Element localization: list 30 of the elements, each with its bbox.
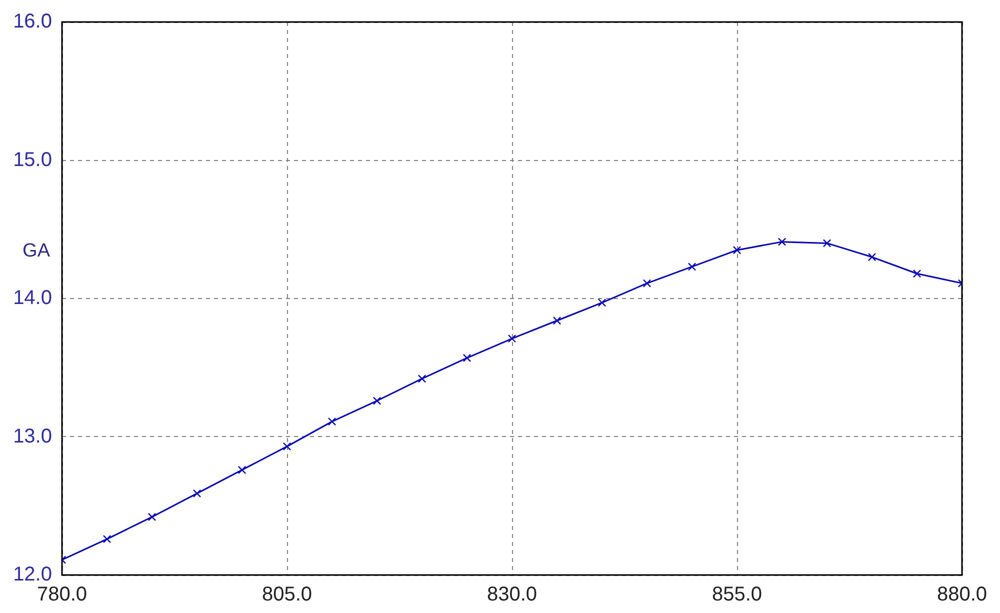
point [328, 417, 336, 426]
point [508, 334, 516, 343]
x-tick-label: 830.0 [486, 584, 538, 606]
point [552, 316, 562, 325]
x-tick-label: 780.0 [36, 584, 88, 606]
point [778, 238, 786, 246]
point [598, 298, 606, 307]
x-tick-label: 855.0 [712, 584, 762, 606]
y-tick-label: 13.0 [13, 425, 52, 448]
point [238, 466, 246, 474]
point [462, 354, 472, 362]
y-tick-label: 14.0 [13, 287, 52, 310]
point [688, 262, 696, 271]
point [732, 246, 742, 254]
x-tick-label: 805.0 [262, 584, 312, 606]
point [148, 512, 156, 522]
point [912, 269, 922, 278]
point [868, 252, 876, 262]
point [282, 442, 292, 451]
point [418, 374, 426, 383]
point [822, 239, 832, 248]
point [192, 489, 202, 498]
y-tick-label: 16.0 [13, 10, 52, 33]
point [642, 279, 652, 288]
y-axis-title: GA [22, 240, 50, 262]
y-tick-label: 12.0 [13, 564, 52, 586]
x-tick-label: 880.0 [936, 584, 988, 606]
y-tick-label: 15.0 [13, 148, 52, 171]
point [102, 534, 112, 544]
point [372, 396, 382, 405]
